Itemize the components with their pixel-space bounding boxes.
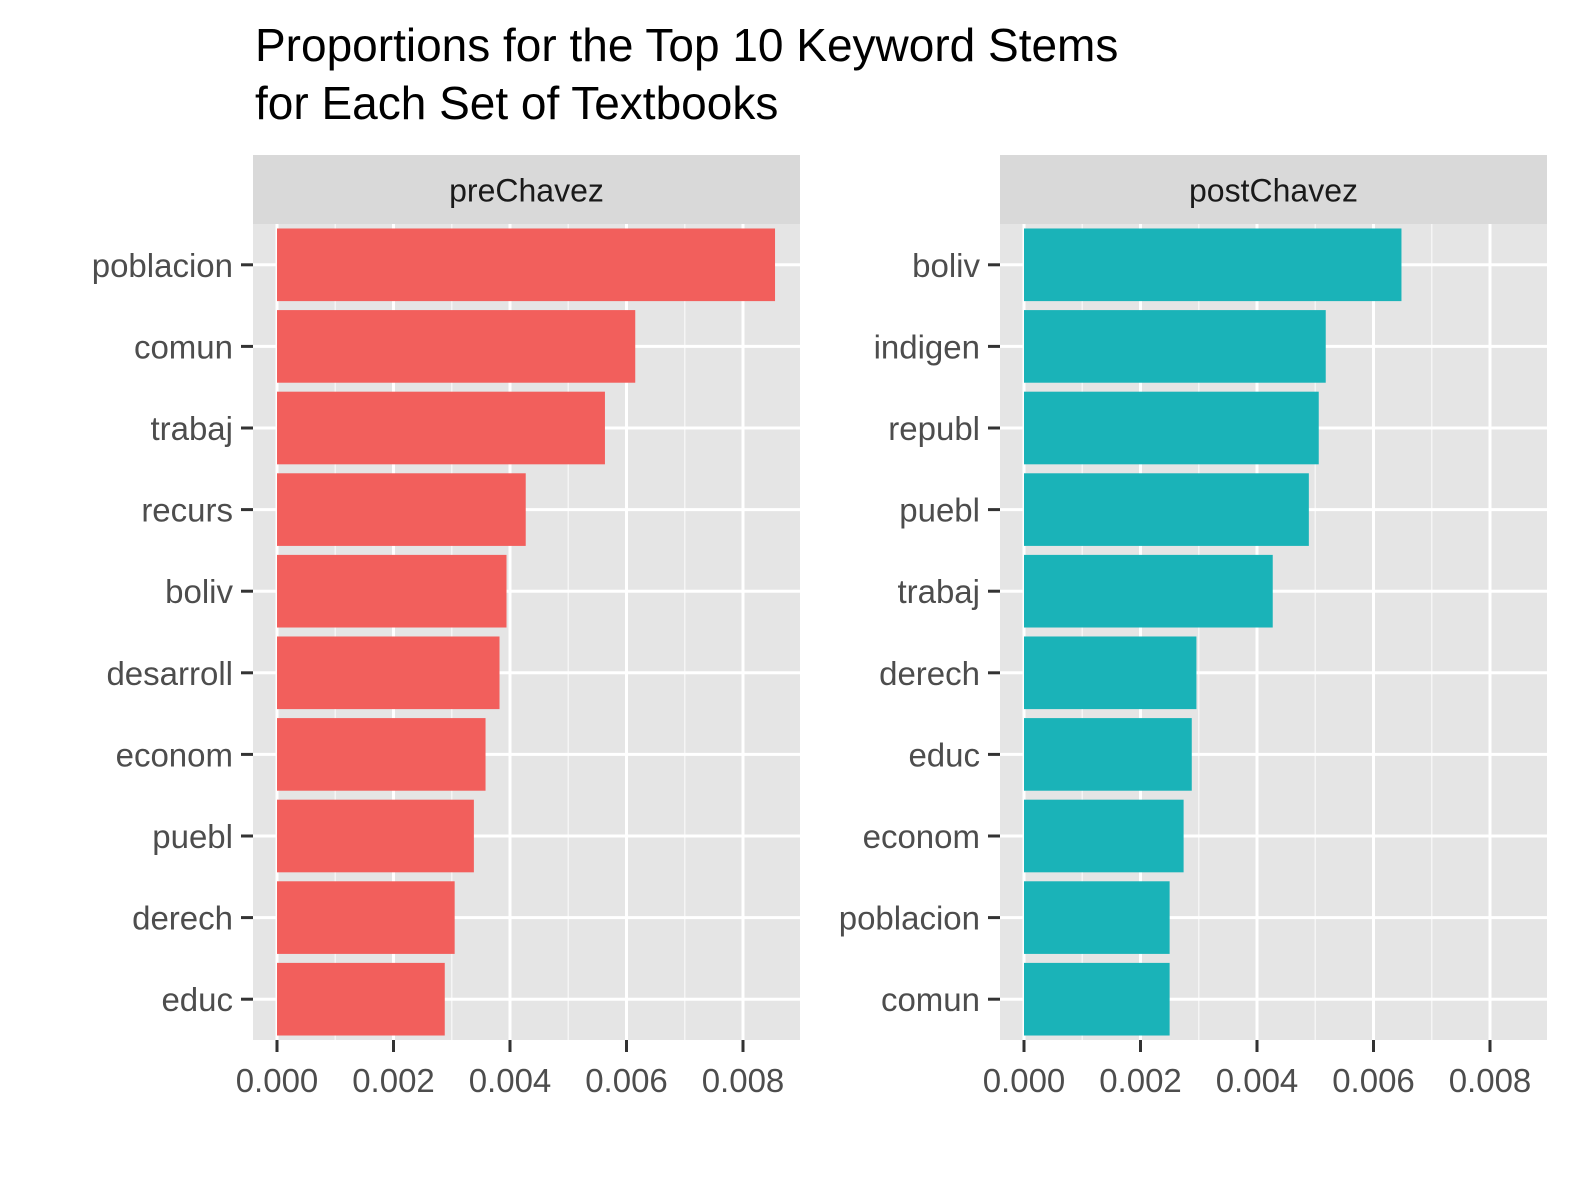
y-label-1-9: comun bbox=[881, 981, 980, 1018]
y-label-0-4: boliv bbox=[165, 573, 233, 610]
y-label-0-9: educ bbox=[161, 981, 233, 1018]
bar-1-republ bbox=[1024, 391, 1319, 465]
y-label-1-5: derech bbox=[879, 655, 980, 692]
y-label-1-6: educ bbox=[908, 736, 980, 773]
bar-1-derech bbox=[1024, 636, 1197, 710]
y-label-1-8: poblacion bbox=[839, 900, 980, 937]
strip-label-0: preChavez bbox=[449, 173, 604, 209]
bar-0-poblacion bbox=[277, 228, 776, 302]
bar-1-trabaj bbox=[1024, 554, 1273, 628]
x-tick-label-0-2: 0.004 bbox=[469, 1062, 552, 1099]
bar-1-boliv bbox=[1024, 228, 1402, 302]
bar-1-poblacion bbox=[1024, 881, 1170, 954]
chart-title-line-1: Proportions for the Top 10 Keyword Stems bbox=[255, 19, 1119, 71]
bar-0-boliv bbox=[277, 554, 507, 628]
bar-0-comun bbox=[277, 310, 636, 383]
bar-0-puebl bbox=[277, 799, 474, 873]
bar-1-econom bbox=[1024, 799, 1184, 873]
x-tick-label-1-1: 0.002 bbox=[1099, 1062, 1182, 1099]
y-label-0-8: derech bbox=[132, 900, 233, 937]
x-tick-label-1-0: 0.000 bbox=[983, 1062, 1066, 1099]
y-label-1-2: republ bbox=[888, 410, 980, 447]
bar-0-desarroll bbox=[277, 636, 500, 710]
x-tick-label-1-2: 0.004 bbox=[1216, 1062, 1299, 1099]
y-label-0-5: desarroll bbox=[106, 655, 233, 692]
x-tick-label-0-3: 0.006 bbox=[585, 1062, 668, 1099]
bar-1-comun bbox=[1024, 962, 1170, 1036]
y-label-0-7: puebl bbox=[152, 818, 233, 855]
x-tick-label-0-4: 0.008 bbox=[702, 1062, 785, 1099]
bar-0-recurs bbox=[277, 473, 526, 546]
x-tick-label-1-3: 0.006 bbox=[1332, 1062, 1415, 1099]
bar-0-econom bbox=[277, 718, 486, 791]
y-label-1-7: econom bbox=[863, 818, 980, 855]
strip-1 bbox=[1000, 155, 1547, 224]
bar-0-derech bbox=[277, 881, 455, 954]
strip-0 bbox=[253, 155, 800, 224]
y-label-1-0: boliv bbox=[912, 247, 980, 284]
x-tick-label-0-1: 0.002 bbox=[352, 1062, 435, 1099]
bar-1-puebl bbox=[1024, 473, 1309, 546]
bar-1-indigen bbox=[1024, 310, 1326, 383]
y-label-1-4: trabaj bbox=[897, 573, 980, 610]
strip-label-1: postChavez bbox=[1189, 173, 1358, 209]
bar-0-trabaj bbox=[277, 391, 605, 465]
x-tick-label-0-0: 0.000 bbox=[236, 1062, 319, 1099]
y-label-1-3: puebl bbox=[899, 492, 980, 529]
y-label-1-1: indigen bbox=[874, 328, 980, 365]
y-label-0-3: recurs bbox=[141, 492, 233, 529]
y-label-0-6: econom bbox=[116, 736, 233, 773]
y-label-0-0: poblacion bbox=[92, 247, 233, 284]
y-label-0-2: trabaj bbox=[150, 410, 233, 447]
chart-title-line-2: for Each Set of Textbooks bbox=[255, 77, 779, 129]
y-label-0-1: comun bbox=[134, 328, 233, 365]
x-tick-label-1-4: 0.008 bbox=[1449, 1062, 1532, 1099]
bar-1-educ bbox=[1024, 718, 1192, 791]
bar-0-educ bbox=[277, 962, 445, 1036]
